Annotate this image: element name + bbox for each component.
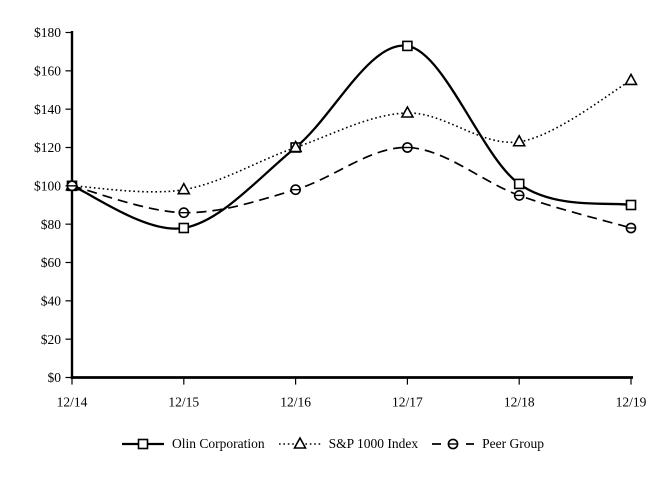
y-axis-tick-label: $140 (34, 102, 61, 117)
legend-item-peer-group: Peer Group (432, 436, 544, 452)
legend-label-olin-corporation: Olin Corporation (172, 436, 265, 451)
x-axis-tick-label: 12/17 (392, 395, 423, 410)
y-axis-tick-label: $60 (41, 255, 62, 270)
marker-s-p-1000-index-12/17 (400, 105, 415, 118)
y-axis-tick-label: $120 (34, 140, 61, 155)
legend-label-s-p-1000-index: S&P 1000 Index (328, 436, 419, 451)
y-axis-tick-label: $180 (34, 25, 61, 40)
marker-olin-corporation-12/18 (513, 178, 525, 190)
y-axis-tick-label: $0 (48, 370, 62, 385)
legend-item-s-p-1000-index: S&P 1000 Index (278, 436, 419, 452)
marker-s-p-1000-index-12/18 (512, 134, 527, 147)
series-line-olin-corporation (71, 44, 632, 230)
marker-s-p-1000-index-12/15 (176, 182, 191, 195)
y-axis-tick-label: $80 (41, 217, 62, 232)
chart-plot-area: $0 $20 $40 $60 $80 $100 $120 $140 $160 $180 12/14 1… (34, 25, 647, 410)
legend-sample-dashed-line-circle-dash-icon (432, 438, 475, 450)
x-axis-tick-label: 12/14 (57, 395, 88, 410)
legend-sample-dotted-line-triangle-icon (278, 436, 321, 449)
chart-legend: Olin Corporation S&P 1000 Index Peer Group (0, 431, 666, 457)
x-axis-tick-label: 12/19 (616, 395, 647, 410)
y-axis-tick-label: $100 (34, 178, 61, 193)
legend-item-olin-corporation: Olin Corporation (122, 436, 265, 452)
marker-olin-corporation-12/19 (625, 199, 637, 211)
marker-s-p-1000-index-12/19 (624, 72, 638, 86)
marker-s-p-1000-index-12/16 (288, 139, 303, 153)
series-line-s-p-1000-index (71, 79, 632, 193)
legend-label-peer-group: Peer Group (482, 436, 544, 451)
marker-olin-corporation-12/15 (178, 222, 190, 234)
x-axis-tick-label: 12/16 (280, 395, 311, 410)
y-axis-tick-label: $40 (41, 293, 62, 308)
x-axis-tick-label: 12/18 (504, 395, 535, 410)
y-axis-tick-label: $20 (41, 332, 62, 347)
series-line-peer-group (71, 146, 632, 229)
marker-olin-corporation-12/17 (402, 40, 413, 52)
legend-sample-marker-triangle-icon (292, 436, 307, 449)
y-axis-tick-label: $160 (34, 63, 61, 78)
legend-sample-solid-line-square-icon (122, 438, 164, 450)
x-axis-tick-label: 12/15 (168, 395, 199, 410)
legend-sample-marker-square-icon (137, 438, 149, 450)
